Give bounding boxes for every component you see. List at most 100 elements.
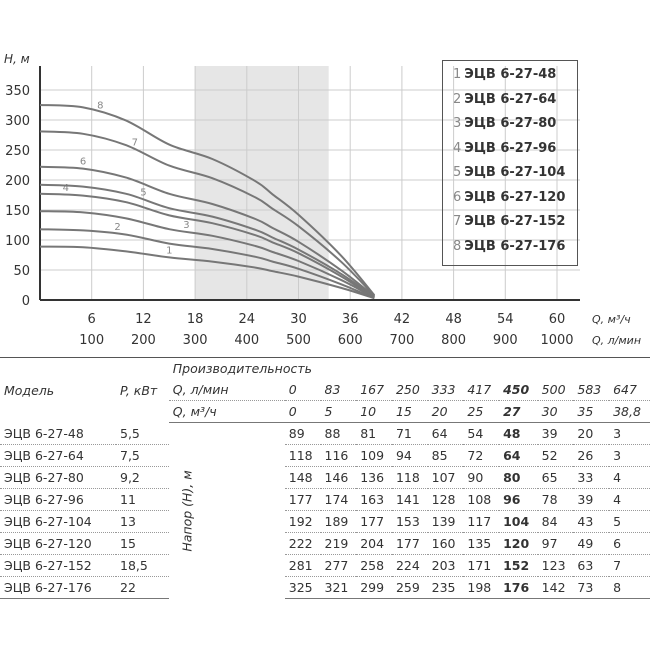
head-cell: 135 bbox=[463, 532, 500, 555]
head-cell: 177 bbox=[391, 532, 428, 555]
head-cell: 108 bbox=[463, 488, 500, 511]
head-cell: 89 bbox=[284, 422, 321, 445]
q-lmin-value: 167 bbox=[356, 379, 392, 401]
head-cell: 26 bbox=[573, 444, 610, 467]
q-lmin-value: 417 bbox=[463, 379, 500, 401]
head-cell: 203 bbox=[427, 554, 464, 577]
head-cell: 198 bbox=[463, 576, 500, 599]
model-cell: ЭЦВ 6-27-120 bbox=[0, 532, 116, 555]
legend-number: 4 bbox=[453, 140, 462, 156]
legend-label: ЭЦВ 6-27-80 bbox=[464, 116, 557, 131]
model-cell: ЭЦВ 6-27-96 bbox=[0, 488, 116, 511]
chart-legend: 1 ЭЦВ 6-27-48 2 ЭЦВ 6-27-64 3 ЭЦВ 6-27-80 4 ЭЦВ… bbox=[442, 60, 578, 266]
table-row: ЭЦВ 6-27-48 5,5 Напор (Н), м 89 88 81 71 64 54 48… bbox=[0, 422, 650, 551]
table-row: ЭЦВ 6-27-96 11 177 174 163 141 128 108 96 78 39 4 bbox=[0, 488, 650, 511]
y-tick-label: 0 bbox=[22, 294, 30, 309]
head-cell: 321 bbox=[320, 576, 357, 599]
power-cell: 7,5 bbox=[116, 444, 169, 467]
q-lmin-value: 83 bbox=[320, 379, 357, 401]
legend-number: 5 bbox=[453, 165, 462, 180]
head-cell: 4 bbox=[609, 466, 650, 489]
table-row: ЭЦВ 6-27-80 9,2 148 146 136 118 107 90 80 65 33 4 bbox=[0, 466, 650, 489]
curve-3 bbox=[39, 210, 375, 299]
head-cell: 65 bbox=[537, 466, 574, 489]
head-cell: 189 bbox=[320, 510, 357, 533]
head-cell: 118 bbox=[284, 444, 321, 467]
legend-label: ЭЦВ 6-27-96 bbox=[464, 140, 557, 156]
head-label-text: Напор (Н), м bbox=[179, 470, 195, 552]
performance-table: Модель P, кВт Производительность Q, л/мин 0 8… bbox=[0, 357, 650, 599]
y-tick-label: 200 bbox=[5, 174, 30, 189]
head-cell: 71 bbox=[391, 422, 428, 445]
x2-tick-label: 600 bbox=[338, 333, 363, 348]
head-cell: 128 bbox=[427, 488, 464, 511]
performance-header: Производительность bbox=[168, 357, 650, 379]
power-cell: 13 bbox=[116, 510, 169, 533]
power-cell: 5,5 bbox=[116, 422, 169, 445]
model-cell: ЭЦВ 6-27-104 bbox=[0, 510, 116, 533]
q-m3h-value: 27 bbox=[499, 400, 538, 423]
x-tick-label: 30 bbox=[290, 312, 307, 327]
y-axis-label: H, м bbox=[4, 52, 30, 66]
head-cell: 259 bbox=[391, 576, 428, 599]
curve-6 bbox=[39, 165, 375, 298]
head-cell: 63 bbox=[573, 554, 610, 577]
model-cell: ЭЦВ 6-27-64 bbox=[0, 444, 116, 467]
head-cell: 281 bbox=[284, 554, 321, 577]
head-cell: 325 bbox=[284, 576, 321, 599]
q-m3h-value: 35 bbox=[573, 400, 610, 423]
legend-label: ЭЦВ 6-27-104 bbox=[464, 165, 566, 180]
head-cell: 152 bbox=[499, 554, 538, 577]
q-m3h-value: 38,8 bbox=[609, 400, 650, 423]
x2-tick-label: 800 bbox=[441, 333, 466, 348]
model-cell: ЭЦВ 6-27-80 bbox=[0, 466, 116, 489]
q-m3h-header: Q, м³/ч bbox=[168, 400, 285, 423]
curve-label: 4 bbox=[63, 183, 69, 194]
x-tick-label: 42 bbox=[394, 312, 411, 327]
head-cell: 52 bbox=[537, 444, 574, 467]
pump-curve-chart: 0501001502002503003506100122001830024400… bbox=[4, 52, 641, 348]
legend-item: 8 ЭЦВ 6-27-176 bbox=[453, 239, 577, 264]
x2-tick-label: 400 bbox=[234, 333, 259, 348]
q-m3h-value: 25 bbox=[463, 400, 500, 423]
legend-item: 7 ЭЦВ 6-27-152 bbox=[453, 214, 577, 239]
head-cell: 85 bbox=[427, 444, 464, 467]
q-m3h-value: 10 bbox=[356, 400, 392, 423]
head-cell: 148 bbox=[284, 466, 321, 489]
head-cell: 123 bbox=[537, 554, 574, 577]
head-cell: 6 bbox=[609, 532, 650, 555]
head-cell: 136 bbox=[356, 466, 392, 489]
q-lmin-value: 500 bbox=[537, 379, 574, 401]
curve-8 bbox=[39, 104, 376, 296]
head-cell: 3 bbox=[609, 444, 650, 467]
head-cell: 277 bbox=[320, 554, 357, 577]
power-cell: 15 bbox=[116, 532, 169, 555]
head-cell: 104 bbox=[499, 510, 538, 533]
curve-label: 6 bbox=[80, 157, 86, 168]
q-lmin-value: 583 bbox=[573, 379, 610, 401]
power-cell: 22 bbox=[116, 576, 169, 599]
legend-number: 7 bbox=[453, 214, 462, 229]
table-row: ЭЦВ 6-27-176 22 325 321 299 259 235 198 176 142 73… bbox=[0, 576, 650, 599]
head-cell: 7 bbox=[609, 554, 650, 577]
power-cell: 11 bbox=[116, 488, 169, 511]
power-header: P, кВт bbox=[116, 357, 169, 423]
legend-label: ЭЦВ 6-27-64 bbox=[464, 91, 557, 107]
head-cell: 141 bbox=[391, 488, 428, 511]
head-cell: 94 bbox=[391, 444, 428, 467]
head-cell: 235 bbox=[427, 576, 464, 599]
legend-number: 2 bbox=[453, 91, 462, 107]
q-lmin-value: 0 bbox=[284, 379, 321, 401]
legend-item: 4 ЭЦВ 6-27-96 bbox=[453, 141, 577, 166]
legend-item: 1 ЭЦВ 6-27-48 bbox=[453, 67, 577, 92]
q-m3h-value: 15 bbox=[391, 400, 428, 423]
y-tick-label: 300 bbox=[5, 114, 30, 129]
x2-tick-label: 1000 bbox=[540, 333, 573, 348]
curve-label: 2 bbox=[114, 222, 120, 233]
y-tick-label: 250 bbox=[5, 144, 30, 159]
head-cell: 33 bbox=[573, 466, 610, 489]
x-tick-label: 6 bbox=[88, 312, 96, 327]
curve-label: 3 bbox=[183, 220, 189, 231]
legend-item: 6 ЭЦВ 6-27-120 bbox=[453, 190, 577, 215]
head-cell: 219 bbox=[320, 532, 357, 555]
